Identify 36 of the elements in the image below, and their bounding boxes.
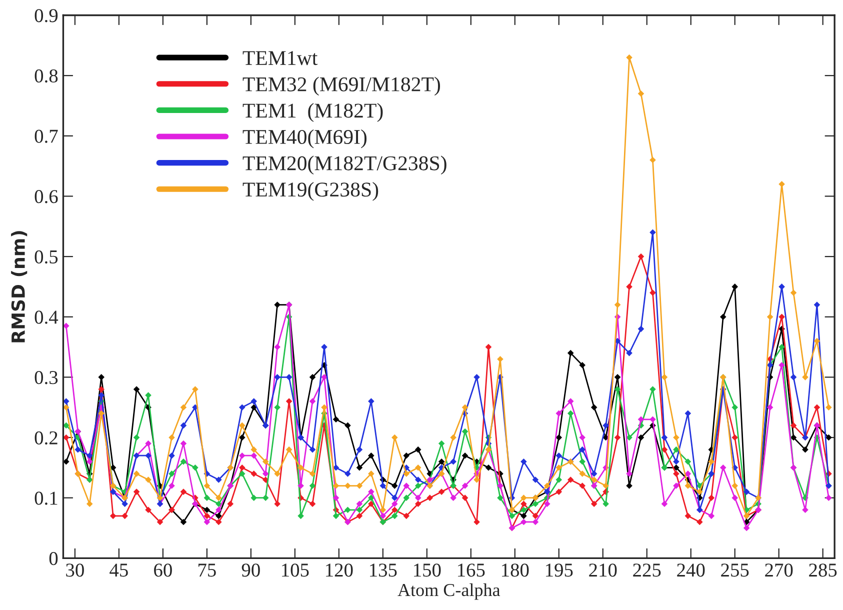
x-tick-label: 60 <box>154 564 172 577</box>
x-tick-label: 225 <box>633 564 661 577</box>
x-tick-label: 240 <box>677 564 705 577</box>
x-axis-title: Atom C-alpha <box>398 583 500 600</box>
y-tick-label: 0.3 <box>34 371 58 384</box>
y-tick-label: 0.7 <box>34 130 58 143</box>
y-tick-label: 0.4 <box>34 310 58 324</box>
x-tick-label: 270 <box>765 564 793 577</box>
y-axis-title: RMSD (nm) <box>11 231 28 342</box>
y-tick-label: 0.2 <box>34 431 58 445</box>
x-tick-label: 255 <box>721 564 749 577</box>
legend-label: TEM32 (M69I/M182T) <box>242 76 440 96</box>
x-tick-label: 30 <box>66 564 84 577</box>
x-tick-label: 150 <box>414 564 441 577</box>
legend-label: TEM20(M182T/G238S) <box>242 156 446 175</box>
x-tick-label: 210 <box>589 564 617 577</box>
x-tick-label: 75 <box>198 564 216 577</box>
x-tick-label: 135 <box>370 564 397 577</box>
y-tick-label: 0.5 <box>34 250 58 264</box>
x-tick-label: 120 <box>326 564 353 577</box>
x-tick-label: 180 <box>502 564 529 577</box>
y-tick-label: 0.6 <box>34 190 58 204</box>
y-tick-label: 0 <box>49 552 58 566</box>
x-tick-label: 285 <box>809 564 837 577</box>
legend-label: TEM1wt <box>242 51 318 66</box>
x-tick-label: 195 <box>546 564 573 577</box>
legend-label: TEM1 (M182T) <box>242 103 383 122</box>
x-tick-label: 90 <box>242 564 260 577</box>
x-tick-label: 45 <box>110 564 128 577</box>
y-tick-label: 0.9 <box>34 9 58 22</box>
legend-label: TEM19(G238S) <box>242 182 378 201</box>
legend-label: TEM40(M69I) <box>242 129 367 148</box>
y-tick-label: 0.1 <box>34 492 58 505</box>
x-tick-label: 165 <box>458 564 485 577</box>
x-tick-label: 105 <box>282 564 309 577</box>
y-tick-label: 0.8 <box>34 69 58 83</box>
